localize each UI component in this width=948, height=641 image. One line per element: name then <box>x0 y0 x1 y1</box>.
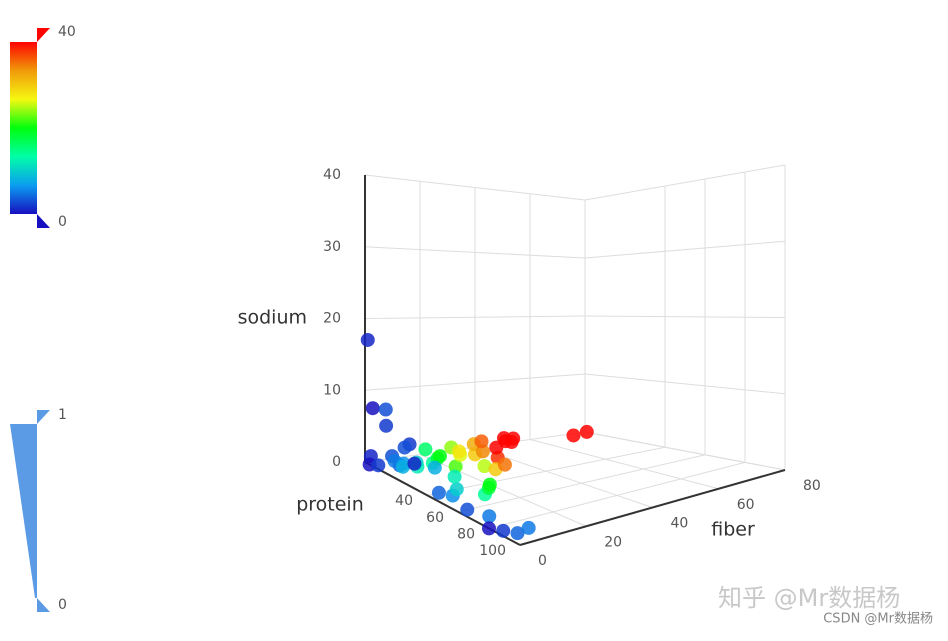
grid-line <box>426 186 666 496</box>
point <box>452 444 467 459</box>
point <box>432 449 447 464</box>
point <box>482 509 497 524</box>
point <box>521 520 536 535</box>
point <box>448 459 463 474</box>
axis-line <box>519 469 786 546</box>
grid-line <box>364 315 786 319</box>
size-min-label: 0 <box>58 597 67 613</box>
y-tick-label: 40 <box>395 493 413 509</box>
size-handle[interactable] <box>37 410 50 424</box>
y-tick-label: 60 <box>426 510 444 526</box>
grid-line <box>584 200 786 471</box>
watermark: 知乎 @Mr数据杨 <box>718 584 900 612</box>
point <box>504 435 519 449</box>
point <box>365 401 380 416</box>
y-tick-label: 80 <box>457 526 475 542</box>
z-axis-name: sodium <box>238 307 307 329</box>
point <box>427 460 442 475</box>
point <box>379 418 394 433</box>
x-tick-label: 20 <box>604 534 622 550</box>
color-handle[interactable] <box>37 214 50 228</box>
size-scale <box>10 424 37 598</box>
x-tick-label: 80 <box>803 478 821 494</box>
point <box>449 482 464 497</box>
point <box>460 502 475 517</box>
z-tick-label: 40 <box>323 167 341 183</box>
z-tick-label: 20 <box>323 311 341 327</box>
point <box>378 402 393 417</box>
point <box>566 428 581 443</box>
point <box>397 440 412 455</box>
point <box>474 434 489 449</box>
point <box>477 459 492 474</box>
color-handle[interactable] <box>37 28 50 42</box>
size-max-label: 1 <box>58 407 67 423</box>
z-tick-label: 0 <box>332 454 341 470</box>
x-tick-label: 0 <box>538 553 547 569</box>
point <box>497 457 512 472</box>
z-tick-label: 30 <box>323 239 341 255</box>
color-min-label: 0 <box>58 214 67 230</box>
x-axis-name: fiber <box>711 519 755 541</box>
point <box>510 526 525 541</box>
point <box>482 521 496 536</box>
watermark: CSDN @Mr数据杨 <box>823 612 933 627</box>
point <box>431 485 446 500</box>
grid-line <box>364 240 786 259</box>
y-axis-name: protein <box>296 494 364 516</box>
point <box>395 459 410 474</box>
point <box>496 523 511 538</box>
color-max-label: 40 <box>58 24 76 40</box>
grid-line <box>488 172 746 529</box>
point <box>371 458 386 473</box>
y-tick-label: 100 <box>479 543 506 559</box>
grid-line <box>364 164 786 201</box>
point <box>418 442 433 457</box>
grid-line <box>529 193 719 490</box>
color-scale-bar <box>10 42 37 214</box>
point <box>579 424 594 439</box>
point <box>360 332 375 347</box>
points <box>360 332 594 541</box>
point <box>447 469 462 484</box>
point <box>407 456 422 471</box>
grid-line <box>457 179 706 513</box>
size-handle[interactable] <box>37 598 50 612</box>
x-tick-label: 60 <box>737 497 755 513</box>
point <box>482 477 497 492</box>
x-tick-label: 40 <box>671 516 689 532</box>
grid-line <box>364 373 786 395</box>
grid-line <box>419 181 587 527</box>
z-tick-label: 10 <box>323 382 341 398</box>
